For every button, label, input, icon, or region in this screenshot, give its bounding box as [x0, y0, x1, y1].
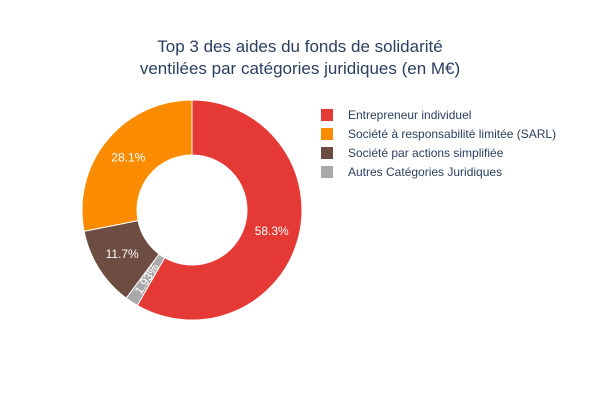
donut-slices — [81, 99, 303, 321]
legend: Entrepreneur individuel Société à respons… — [321, 108, 556, 179]
legend-label-societe-par-actions-simplifiee[interactable]: Société par actions simplifiée — [348, 146, 504, 160]
slice-label-societe-a-responsabilite-limitee-sarl: 28.1% — [111, 151, 145, 165]
legend-label-societe-a-responsabilite-limitee-sarl[interactable]: Société à responsabilité limitée (SARL) — [348, 127, 556, 141]
legend-swatch-societe-a-responsabilite-limitee-sarl[interactable] — [321, 128, 333, 140]
legend-swatch-entrepreneur-individuel[interactable] — [321, 109, 333, 121]
chart-title-line-2: ventilées par catégories juridiques (en … — [140, 59, 460, 78]
slice-label-entrepreneur-individuel: 58.3% — [255, 224, 289, 238]
legend-swatch-autres-categories-juridiques[interactable] — [321, 166, 333, 178]
legend-label-entrepreneur-individuel[interactable]: Entrepreneur individuel — [348, 108, 471, 122]
slice-societe-a-responsabilite-limitee-sarl — [81, 99, 193, 232]
chart-title-line-1: Top 3 des aides du fonds de solidarité — [157, 37, 442, 56]
slice-label-societe-par-actions-simplifiee: 11.7% — [106, 247, 139, 261]
legend-label-autres-categories-juridiques[interactable]: Autres Catégories Juridiques — [348, 165, 502, 179]
slice-entrepreneur-individuel — [136, 99, 303, 321]
legend-swatch-societe-par-actions-simplifiee[interactable] — [321, 147, 333, 159]
